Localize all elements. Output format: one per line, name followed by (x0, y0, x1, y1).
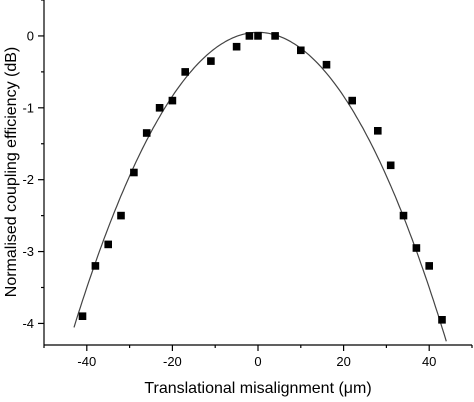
data-point (142, 129, 151, 137)
data-point (168, 96, 177, 105)
data-point (232, 42, 241, 51)
data-point (348, 96, 356, 105)
y-tick-label: -1 (22, 100, 34, 115)
x-axis-title: Translational misalignment (μm) (144, 380, 371, 397)
data-point (438, 316, 446, 324)
data-point (117, 211, 125, 220)
data-point (207, 57, 215, 65)
data-markers (78, 32, 446, 324)
data-point (181, 68, 189, 76)
data-point (254, 32, 262, 40)
data-point (91, 262, 100, 270)
data-point (412, 244, 421, 252)
x-ticks: -40 -20 0 20 40 (43, 345, 473, 369)
data-point (155, 104, 164, 112)
data-point (297, 46, 305, 55)
x-tick-label: 0 (254, 354, 261, 369)
y-tick-label: -2 (22, 172, 34, 187)
fit-curve (73, 31, 447, 342)
y-axis-title: Normalised coupling efficiency (dB) (3, 47, 20, 297)
data-point (78, 312, 87, 320)
data-point (104, 240, 112, 249)
data-point (386, 161, 395, 170)
data-point (271, 32, 279, 40)
data-point (245, 32, 254, 40)
y-tick-label: 0 (27, 28, 34, 43)
x-tick-label: 20 (336, 354, 350, 369)
data-point (425, 262, 433, 270)
data-point (374, 127, 382, 135)
x-tick-label: -40 (77, 354, 96, 369)
y-ticks: 0 -1 -2 -3 -4 (22, 0, 44, 331)
x-tick-label: -20 (163, 354, 182, 369)
y-tick-label: -3 (22, 244, 34, 259)
data-point (399, 211, 408, 220)
x-tick-label: 40 (422, 354, 436, 369)
y-tick-label: -4 (22, 316, 34, 331)
data-point (130, 168, 138, 177)
data-point (322, 60, 331, 69)
plot-area: -40 -20 0 20 40 0 -1 -2 -3 -4 (22, 0, 473, 369)
